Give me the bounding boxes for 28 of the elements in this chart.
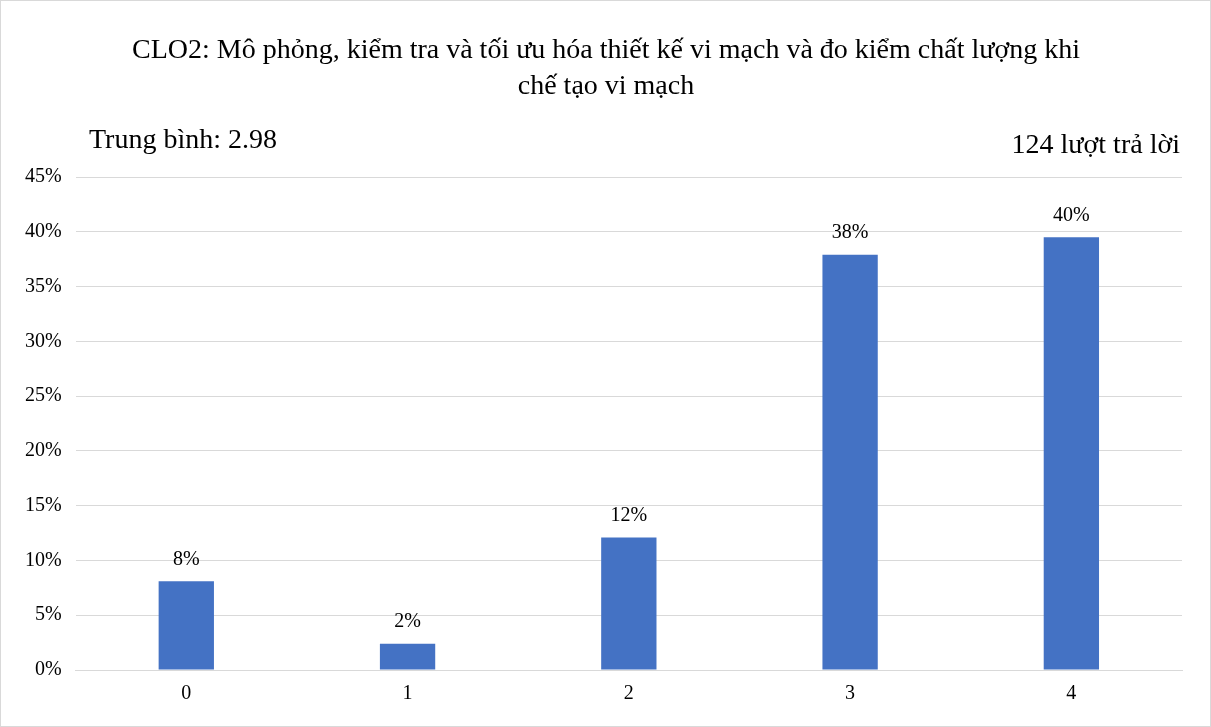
y-tick-label: 35% xyxy=(24,273,62,296)
y-tick-label: 40% xyxy=(24,219,62,242)
y-tick-label: 10% xyxy=(24,547,62,570)
x-tick-label: 3 xyxy=(845,681,856,704)
y-tick-label: 5% xyxy=(34,602,62,625)
data-label: 12% xyxy=(610,502,648,525)
x-tick-label: 4 xyxy=(1066,681,1077,704)
x-tick-label: 0 xyxy=(181,681,192,704)
text: Trung bình: 2.98 xyxy=(89,123,278,155)
data-label: 38% xyxy=(831,220,869,243)
x-tick-label: 2 xyxy=(623,681,634,704)
bar xyxy=(158,581,214,670)
y-tick-label: 25% xyxy=(24,383,62,406)
bar xyxy=(822,254,878,670)
x-tick-label: 1 xyxy=(402,681,413,704)
y-tick-label: 45% xyxy=(24,164,62,187)
data-label: 8% xyxy=(172,546,200,569)
chart-title: CLO2: Mô phỏng, kiểm tra và tối ưu hóa thiết kế vi mạch và đo kiểm chất lượng khi chế tạo vi mạch xyxy=(131,32,1081,102)
y-tick-label: 15% xyxy=(24,492,62,515)
text: 124 lượt trả lời xyxy=(1011,128,1180,160)
data-label: 2% xyxy=(394,608,421,631)
y-tick-label: 30% xyxy=(24,328,62,351)
bar xyxy=(379,643,436,670)
bar xyxy=(601,537,657,670)
bar xyxy=(1043,237,1100,670)
y-tick-label: 0% xyxy=(34,657,62,680)
y-tick-label: 20% xyxy=(24,438,62,461)
data-label: 40% xyxy=(1053,202,1090,225)
